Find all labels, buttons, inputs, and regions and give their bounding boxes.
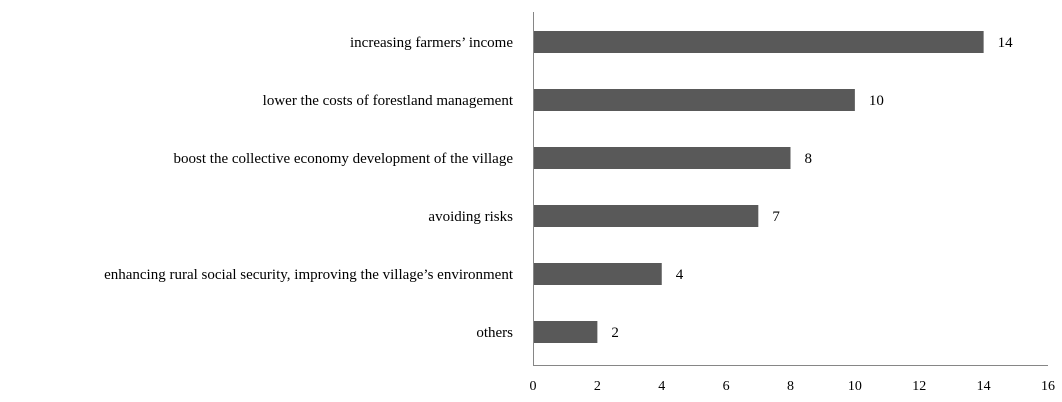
category-label-3: avoiding risks — [428, 209, 513, 225]
bar-0 — [533, 31, 984, 53]
category-label-0: increasing farmers’ income — [350, 35, 513, 51]
value-label-0: 14 — [998, 35, 1014, 51]
labels-layer: increasing farmers’ income 14 lower the co… — [104, 35, 1055, 394]
x-tick-label-1: 2 — [594, 379, 601, 394]
bar-2 — [533, 147, 791, 169]
category-label-5: others — [476, 325, 513, 341]
x-tick-label-5: 10 — [848, 379, 862, 394]
x-tick-label-8: 16 — [1041, 379, 1055, 394]
bar-5 — [533, 321, 598, 343]
x-tick-label-3: 6 — [723, 379, 730, 394]
axis-layer — [533, 12, 1048, 366]
bar-1 — [533, 89, 855, 111]
x-tick-label-4: 8 — [787, 379, 794, 394]
value-label-3: 7 — [772, 209, 780, 225]
category-label-1: lower the costs of forestland management — [263, 93, 514, 109]
category-label-4: enhancing rural social security, improvi… — [104, 267, 514, 283]
x-tick-label-0: 0 — [530, 379, 537, 394]
category-label-2: boost the collective economy development… — [174, 151, 514, 167]
x-tick-label-7: 14 — [977, 379, 991, 394]
bar-4 — [533, 263, 662, 285]
value-label-1: 10 — [869, 93, 884, 109]
bar-3 — [533, 205, 759, 227]
value-label-4: 4 — [676, 267, 684, 283]
bars-layer — [533, 31, 984, 343]
x-tick-label-6: 12 — [912, 379, 926, 394]
value-label-5: 2 — [611, 325, 619, 341]
x-tick-label-2: 4 — [658, 379, 665, 394]
value-label-2: 8 — [805, 151, 813, 167]
